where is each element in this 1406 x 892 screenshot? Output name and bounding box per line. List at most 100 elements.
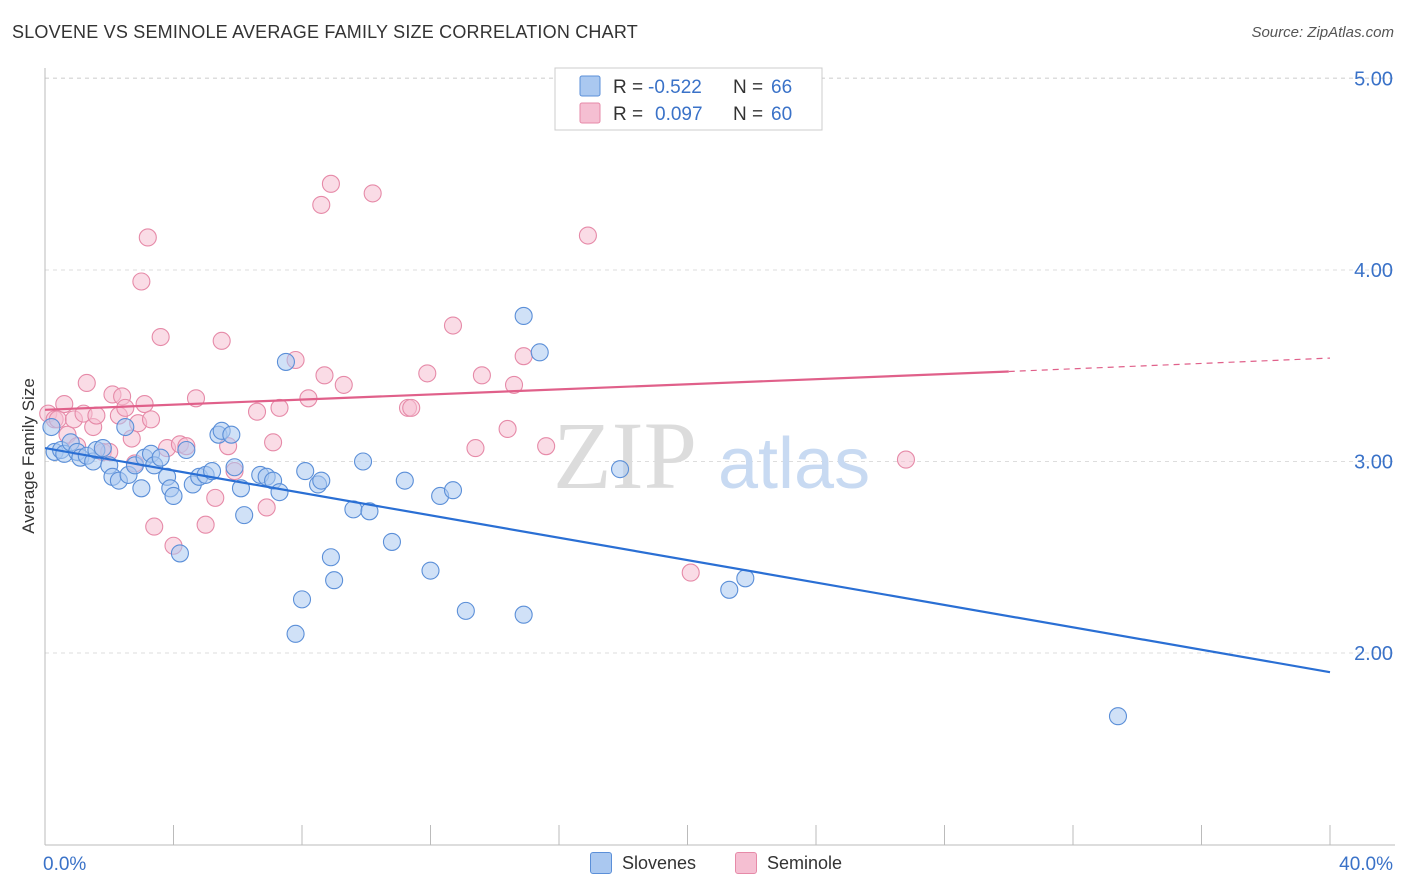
slovenes-point bbox=[530, 343, 549, 362]
slovenes-points bbox=[42, 306, 1128, 726]
seminole-point bbox=[257, 498, 276, 517]
seminole-point bbox=[443, 316, 463, 335]
seminole-point bbox=[138, 228, 157, 247]
slovenes-point bbox=[456, 601, 475, 620]
legend-item-seminole: Seminole bbox=[735, 852, 842, 874]
legend-n-label: N = bbox=[733, 77, 763, 98]
y-tick-label: 5.00 bbox=[1354, 69, 1393, 91]
slovenes-point bbox=[222, 425, 241, 444]
series-legend: Slovenes Seminole bbox=[0, 852, 1406, 880]
y-tick-label: 2.00 bbox=[1354, 643, 1393, 665]
slovenes-point bbox=[610, 460, 630, 479]
slovenes-point bbox=[203, 462, 222, 481]
slovenes-point bbox=[276, 352, 295, 371]
slovenes-point bbox=[170, 544, 189, 563]
seminole-point bbox=[212, 331, 231, 350]
slovenes-point bbox=[286, 624, 305, 643]
seminole-point bbox=[537, 437, 556, 456]
seminole-point bbox=[196, 515, 215, 534]
seminole-point bbox=[247, 402, 267, 421]
slovenes-point bbox=[353, 452, 373, 471]
legend-r-value: -0.522 bbox=[648, 77, 702, 98]
seminole-point bbox=[87, 406, 106, 425]
legend-label-seminole: Seminole bbox=[767, 852, 843, 873]
seminole-point bbox=[578, 226, 597, 245]
legend-label-slovenes: Slovenes bbox=[622, 852, 697, 873]
axes bbox=[44, 68, 1395, 846]
seminole-point bbox=[132, 272, 151, 291]
slovenes-point bbox=[270, 483, 289, 502]
legend-r-label: R = bbox=[613, 104, 643, 125]
slovenes-point bbox=[382, 532, 402, 551]
slovenes-point bbox=[132, 479, 151, 498]
legend-item-slovenes: Slovenes bbox=[590, 852, 696, 874]
slovenes-point bbox=[720, 580, 739, 599]
legend-swatch-slovenes bbox=[590, 852, 612, 874]
slovenes-point bbox=[325, 571, 344, 590]
seminole-point bbox=[402, 398, 421, 417]
watermark-zip: ZIP bbox=[553, 402, 697, 509]
slovenes-point bbox=[514, 306, 533, 326]
seminole-point bbox=[264, 433, 283, 452]
legend-swatch-seminole bbox=[735, 852, 757, 874]
x-tick-label: 40.0% bbox=[1339, 854, 1393, 875]
seminole-point bbox=[472, 366, 491, 385]
seminole-trend-extension bbox=[1008, 357, 1331, 373]
slovenes-point bbox=[421, 561, 440, 580]
slovenes-point bbox=[116, 417, 135, 437]
seminole-point bbox=[681, 563, 700, 582]
seminole-point bbox=[135, 394, 154, 414]
slovenes-trend-line bbox=[44, 447, 1331, 674]
seminole-point bbox=[77, 373, 96, 393]
legend-n-value: 60 bbox=[771, 104, 792, 125]
slovenes-point bbox=[514, 605, 533, 624]
seminole-point bbox=[418, 364, 437, 383]
slovenes-point bbox=[42, 417, 61, 437]
legend-n-value: 66 bbox=[771, 77, 792, 98]
seminole-point bbox=[145, 517, 164, 536]
seminole-point bbox=[498, 419, 517, 438]
seminole-point bbox=[141, 410, 161, 429]
slovenes-point bbox=[443, 481, 463, 500]
seminole-point bbox=[315, 366, 334, 385]
seminole-point bbox=[321, 174, 340, 193]
slovenes-point bbox=[395, 471, 414, 490]
slovenes-point bbox=[360, 502, 379, 521]
slovenes-point bbox=[296, 462, 315, 481]
slovenes-point bbox=[235, 506, 254, 525]
slovenes-point bbox=[151, 448, 170, 467]
legend-r-label: R = bbox=[613, 77, 643, 98]
seminole-point bbox=[514, 347, 533, 366]
y-axis-label: Average Family Size bbox=[19, 378, 38, 534]
legend-r-value: 0.097 bbox=[655, 104, 703, 125]
seminole-points bbox=[39, 174, 916, 582]
seminole-trend-line bbox=[44, 370, 1009, 411]
seminole-point bbox=[206, 488, 225, 507]
y-tick-label: 3.00 bbox=[1354, 452, 1393, 474]
seminole-point bbox=[312, 195, 331, 214]
trend-lines bbox=[44, 357, 1331, 674]
chart-title: SLOVENE VS SEMINOLE AVERAGE FAMILY SIZE … bbox=[12, 22, 638, 42]
seminole-point bbox=[896, 450, 916, 469]
y-tick-label: 4.00 bbox=[1354, 260, 1393, 282]
legend-swatch-blue bbox=[579, 75, 601, 97]
source-label: Source: ZipAtlas.com bbox=[1251, 24, 1394, 41]
seminole-point bbox=[151, 327, 170, 347]
seminole-point bbox=[270, 398, 289, 417]
seminole-point bbox=[363, 184, 382, 203]
slovenes-point bbox=[292, 590, 312, 609]
seminole-point bbox=[504, 375, 524, 394]
slovenes-point bbox=[225, 458, 244, 477]
slovenes-point bbox=[736, 569, 755, 588]
correlation-legend: R = -0.522 N = 66 R = 0.097 N = 60 bbox=[554, 67, 823, 131]
seminole-point bbox=[334, 375, 353, 394]
legend-swatch-pink bbox=[579, 102, 601, 124]
x-tick-label: 0.0% bbox=[43, 854, 86, 875]
legend-n-label: N = bbox=[733, 104, 763, 125]
slovenes-point bbox=[1108, 707, 1128, 726]
y-tick-labels: 2.00 3.00 4.00 5.00 bbox=[1354, 69, 1393, 666]
watermark-atlas: atlas bbox=[718, 424, 870, 504]
slovenes-point bbox=[312, 471, 331, 490]
watermark: ZIP atlas bbox=[553, 402, 870, 509]
